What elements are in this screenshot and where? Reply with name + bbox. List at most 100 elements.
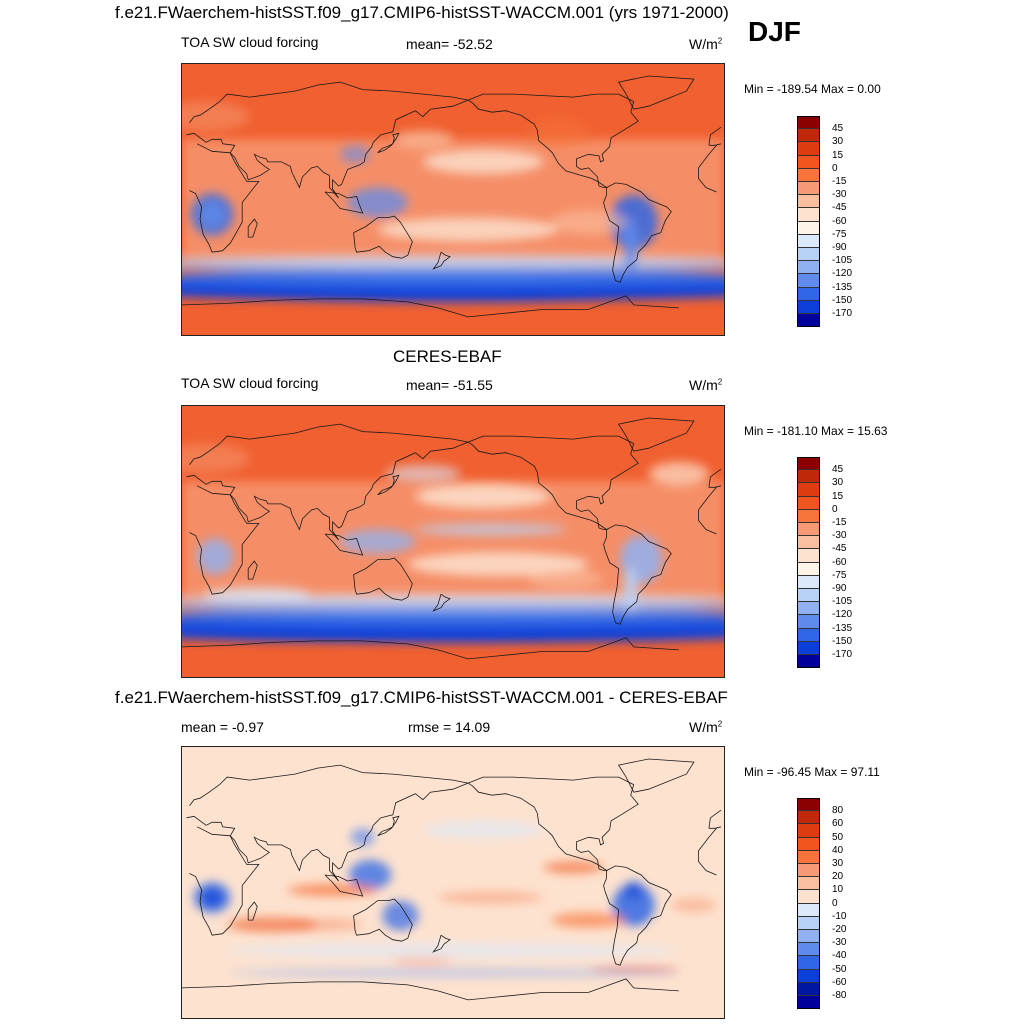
colorbar-frame <box>797 116 820 328</box>
coastlines <box>182 758 722 1001</box>
colorbar-swatch <box>797 116 820 130</box>
map-model <box>181 63 725 336</box>
coastline <box>432 593 451 612</box>
panel-left-label: mean = -0.97 <box>181 719 264 735</box>
colorbar-swatch <box>797 155 820 169</box>
colorbar-swatch <box>797 142 820 156</box>
coastline <box>377 132 400 154</box>
colorbar-swatch <box>797 641 820 655</box>
colorbar-swatch <box>797 549 820 563</box>
colorbar-swatch <box>797 877 820 891</box>
colorbar-swatch <box>797 930 820 944</box>
colorbar-swatch <box>797 221 820 235</box>
colorbar-tick-label: 0 <box>832 503 838 515</box>
panel-minmax: Min = -189.54 Max = 0.00 <box>744 82 881 96</box>
colorbar-tick-label: -150 <box>832 635 853 647</box>
colorbar-frame <box>797 798 820 1010</box>
colorbar-swatch <box>797 602 820 616</box>
field-layer <box>182 443 724 643</box>
coastline <box>617 75 695 110</box>
coastline <box>432 251 451 270</box>
coastline <box>617 758 695 793</box>
field-region <box>528 116 589 147</box>
colorbar-frame <box>797 457 820 669</box>
field-region <box>623 567 639 613</box>
colorbar-swatch <box>797 615 820 629</box>
field-region <box>415 484 551 509</box>
colorbar-tick-label: -15 <box>832 517 847 528</box>
field-region <box>340 145 371 164</box>
colorbar-swatch <box>797 496 820 510</box>
map-plot <box>182 406 724 677</box>
colorbar-swatch <box>797 300 820 314</box>
colorbar-tick-label: 0 <box>832 162 838 174</box>
coastline <box>603 182 672 283</box>
coastline <box>189 485 717 595</box>
colorbar-tick-label: 0 <box>832 897 838 909</box>
colorbar-tick-label: 80 <box>832 805 844 817</box>
colorbar-tick-label: -30 <box>832 530 847 542</box>
figure-title: f.e21.FWaerchem-histSST.f09_g17.CMIP6-hi… <box>115 3 729 22</box>
colorbar-tick-label: -105 <box>832 255 853 267</box>
colorbar-swatch <box>797 509 820 523</box>
field-region <box>623 217 639 272</box>
colorbar-swatch <box>797 208 820 222</box>
colorbar-tick-label: -80 <box>832 990 847 1001</box>
field-region <box>350 828 375 847</box>
panel-mean-label: mean= -52.52 <box>406 36 493 52</box>
coastline <box>353 215 413 259</box>
colorbar-tick-label: -135 <box>832 622 853 634</box>
field-region <box>204 586 310 602</box>
field-region <box>182 255 724 265</box>
panel-rmse-label: rmse = 14.09 <box>408 719 491 735</box>
colorbar-swatch <box>797 483 820 497</box>
colorbar-tick-label: -120 <box>832 268 853 280</box>
coastline <box>353 898 413 942</box>
colorbar-tick-label: 20 <box>832 871 844 883</box>
coastline <box>247 901 258 921</box>
coastline <box>189 143 717 253</box>
colorbar-swatch <box>797 234 820 248</box>
colorbar-swatch <box>797 470 820 484</box>
colorbar-tick-label: -150 <box>832 294 853 306</box>
coastline <box>467 93 639 188</box>
coastline <box>603 524 672 625</box>
coastline <box>353 557 413 601</box>
colorbar-tick-label: 60 <box>832 818 844 830</box>
colorbar-swatch <box>797 575 820 589</box>
field-region <box>612 884 655 927</box>
colorbar-tick-label: -120 <box>832 609 853 621</box>
colorbar-tick-label: 30 <box>832 858 844 869</box>
coastlines <box>182 417 722 660</box>
colorbar-swatch <box>797 536 820 550</box>
coastline <box>189 826 717 936</box>
field-region <box>543 861 604 874</box>
colorbar-tick-label: -75 <box>832 569 847 581</box>
coastline <box>603 865 672 966</box>
colorbar-tick-label: 45 <box>832 123 844 135</box>
colorbar-swatch <box>797 562 820 576</box>
field-region <box>385 464 461 483</box>
colorbar-swatch <box>797 850 820 864</box>
colorbar-tick-label: -20 <box>832 924 847 935</box>
colorbar-tick-label: -105 <box>832 596 853 608</box>
colorbar-tick-label: -60 <box>832 556 847 568</box>
coastline <box>467 776 639 871</box>
field-region <box>624 880 643 900</box>
panel-mean-label: mean= -51.55 <box>406 377 493 393</box>
coastline <box>432 934 451 953</box>
field-region <box>197 538 234 575</box>
coastline <box>182 637 679 660</box>
coastline <box>324 874 364 897</box>
field-region <box>382 900 419 931</box>
colorbar-swatch <box>797 798 820 812</box>
colorbar-swatch <box>797 457 820 471</box>
colorbar-swatch <box>797 890 820 904</box>
colorbar-tick-label: -45 <box>832 202 847 214</box>
field-region <box>200 202 225 227</box>
colorbar-tick-label: -10 <box>832 910 847 922</box>
field-region <box>182 288 724 301</box>
colorbar-tick-label: 45 <box>832 464 844 476</box>
field-region <box>227 942 679 958</box>
field-region <box>377 217 559 242</box>
